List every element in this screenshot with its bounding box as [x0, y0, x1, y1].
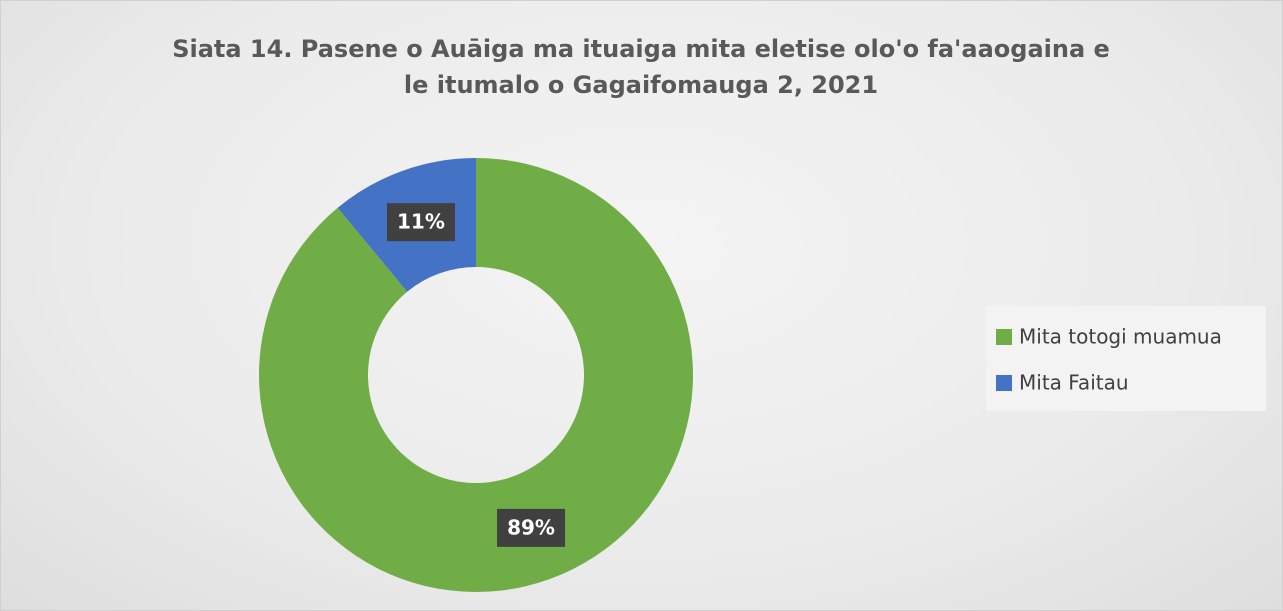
legend-box [986, 306, 1266, 411]
data-label-box [386, 203, 455, 242]
legend-swatch [996, 375, 1012, 391]
chart-title: Siata 14. Pasene o Auāiga ma ituaiga mit… [172, 35, 1110, 99]
legend-label: Mita totogi muamua [1019, 325, 1222, 349]
data-label: 89% [507, 515, 555, 539]
data-label: 11% [397, 210, 445, 234]
data-label-box [497, 508, 566, 547]
legend-swatch [996, 329, 1012, 345]
donut-slice [258, 158, 694, 593]
legend-label: Mita Faitau [1019, 371, 1129, 395]
